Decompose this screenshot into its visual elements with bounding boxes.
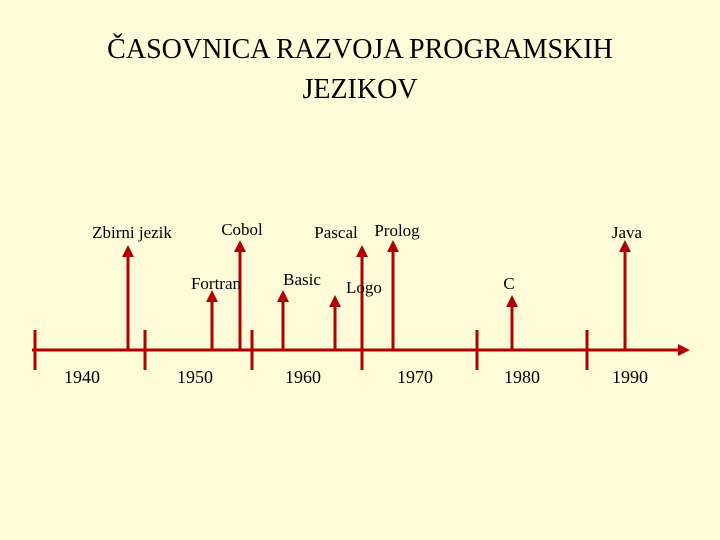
event-label: Zbirni jezik — [92, 223, 172, 242]
event-label: Prolog — [374, 221, 420, 240]
event-label: C — [503, 274, 514, 293]
event-label: Fortran — [191, 274, 242, 293]
year-label: 1960 — [285, 367, 321, 387]
event-label: Cobol — [221, 220, 263, 239]
event-label: Pascal — [314, 223, 358, 242]
year-label: 1970 — [397, 367, 433, 387]
event-label: Logo — [346, 278, 382, 297]
year-label: 1950 — [177, 367, 213, 387]
year-label: 1980 — [504, 367, 540, 387]
title-line: JEZIKOV — [302, 74, 417, 105]
event-label: Basic — [283, 270, 321, 289]
title-line: ČASOVNICA RAZVOJA PROGRAMSKIH — [107, 34, 613, 65]
year-label: 1990 — [612, 367, 648, 387]
event-label: Java — [612, 223, 643, 242]
year-label: 1940 — [64, 367, 100, 387]
